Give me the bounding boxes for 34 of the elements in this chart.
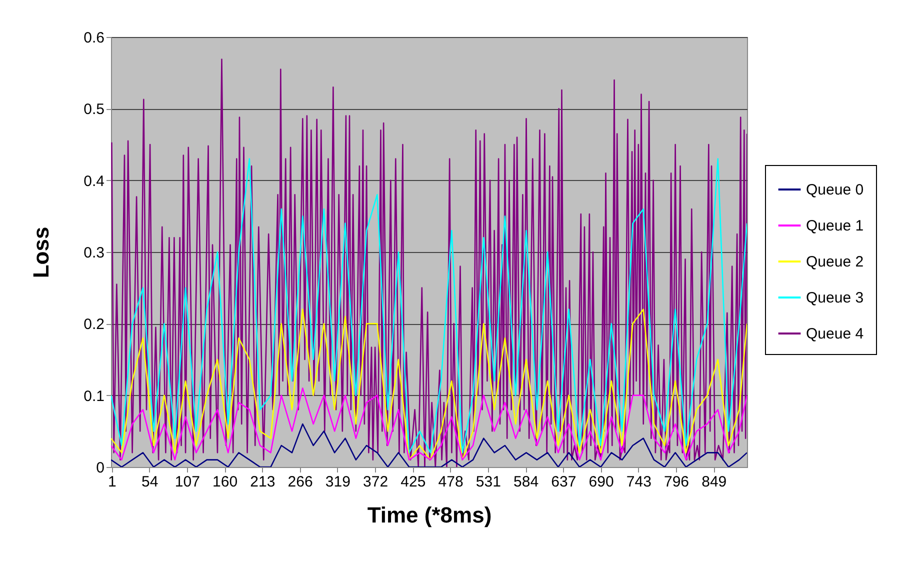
- x-tick-label: 584: [514, 474, 539, 490]
- y-axis-title: Loss: [28, 226, 54, 278]
- x-tick-label: 849: [702, 474, 727, 490]
- x-tick-label: 372: [363, 474, 388, 490]
- legend-label: Queue 2: [806, 254, 864, 270]
- x-tick-label: 266: [288, 474, 313, 490]
- line-series: [111, 388, 747, 460]
- y-tick-label: 0: [96, 460, 104, 476]
- x-axis-title: Time (*8ms): [367, 502, 492, 528]
- x-tick-label: 54: [141, 474, 158, 490]
- x-tick-label: 213: [250, 474, 276, 490]
- legend-label: Queue 0: [806, 182, 864, 198]
- x-tick-label: 160: [212, 474, 238, 490]
- y-tick-label: 0.5: [84, 101, 104, 118]
- y-tick-label: 0.3: [84, 244, 104, 262]
- legend-label: Queue 3: [806, 290, 864, 306]
- legend-label: Queue 1: [806, 218, 864, 234]
- x-tick-label: 1: [108, 474, 116, 490]
- line-series: [111, 158, 747, 454]
- legend-label: Queue 4: [806, 326, 864, 342]
- x-tick-label: 531: [476, 474, 501, 490]
- x-tick-label: 478: [438, 474, 464, 490]
- x-tick-label: 637: [551, 474, 576, 490]
- line-series: [111, 308, 747, 460]
- y-tick-label: 0.6: [84, 30, 104, 46]
- y-tick-label: 0.1: [84, 388, 104, 405]
- x-tick-label: 743: [626, 474, 652, 490]
- y-tick-label: 0.2: [84, 316, 104, 334]
- x-tick-label: 425: [400, 474, 426, 490]
- x-tick-label: 796: [664, 474, 690, 490]
- x-tick-label: 690: [588, 474, 614, 490]
- y-tick-label: 0.4: [84, 172, 104, 190]
- x-tick-label: 319: [325, 474, 350, 490]
- x-tick-label: 107: [174, 474, 200, 490]
